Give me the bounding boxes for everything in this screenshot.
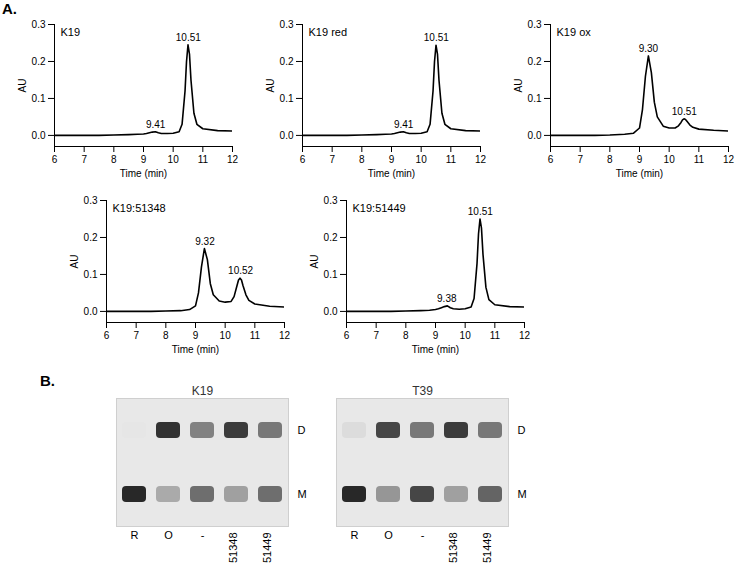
svg-text:0.1: 0.1 xyxy=(280,93,294,104)
svg-text:0.1: 0.1 xyxy=(32,93,46,104)
svg-text:K19: K19 xyxy=(192,384,214,398)
svg-text:9: 9 xyxy=(193,330,199,341)
svg-text:0.1: 0.1 xyxy=(324,269,338,280)
svg-text:7: 7 xyxy=(577,154,583,165)
svg-text:10: 10 xyxy=(664,154,676,165)
svg-text:12: 12 xyxy=(475,154,487,165)
svg-text:0.3: 0.3 xyxy=(84,195,98,206)
svg-text:51449: 51449 xyxy=(481,533,493,564)
svg-text:Time (min): Time (min) xyxy=(616,168,663,179)
svg-text:0.0: 0.0 xyxy=(32,130,46,141)
svg-text:0.1: 0.1 xyxy=(528,93,542,104)
svg-text:AU: AU xyxy=(69,255,80,269)
svg-text:M: M xyxy=(298,488,307,500)
svg-text:9: 9 xyxy=(433,330,439,341)
svg-text:9: 9 xyxy=(389,154,395,165)
svg-text:K19:51449: K19:51449 xyxy=(353,202,406,214)
svg-text:6: 6 xyxy=(300,154,306,165)
svg-text:K19 ox: K19 ox xyxy=(557,26,592,38)
svg-text:6: 6 xyxy=(52,154,58,165)
svg-text:51449: 51449 xyxy=(261,533,273,564)
svg-text:T39: T39 xyxy=(412,384,433,398)
svg-text:0.1: 0.1 xyxy=(84,269,98,280)
svg-text:0.3: 0.3 xyxy=(528,19,542,30)
svg-text:10: 10 xyxy=(416,154,428,165)
svg-text:M: M xyxy=(518,488,527,500)
html-text:B.: B. xyxy=(40,372,55,389)
svg-text:K19: K19 xyxy=(61,26,81,38)
svg-text:AU: AU xyxy=(309,255,320,269)
svg-text:0.3: 0.3 xyxy=(324,195,338,206)
svg-text:12: 12 xyxy=(279,330,291,341)
svg-text:0.2: 0.2 xyxy=(32,56,46,67)
svg-text:0.2: 0.2 xyxy=(280,56,294,67)
svg-text:8: 8 xyxy=(163,330,169,341)
svg-text:6: 6 xyxy=(344,330,350,341)
svg-text:10.51: 10.51 xyxy=(176,32,201,43)
svg-text:-: - xyxy=(201,529,205,541)
svg-text:R: R xyxy=(131,529,139,541)
svg-text:10.51: 10.51 xyxy=(468,206,493,217)
svg-text:O: O xyxy=(384,529,393,541)
svg-text:11: 11 xyxy=(490,330,501,341)
svg-text:0.2: 0.2 xyxy=(528,56,542,67)
svg-text:D: D xyxy=(518,424,526,436)
svg-text:Time (min): Time (min) xyxy=(120,168,167,179)
svg-text:AU: AU xyxy=(513,79,524,93)
svg-text:6: 6 xyxy=(548,154,554,165)
svg-text:Time (min): Time (min) xyxy=(412,344,459,355)
svg-text:8: 8 xyxy=(111,154,117,165)
svg-text:10.51: 10.51 xyxy=(672,106,697,117)
svg-text:0.3: 0.3 xyxy=(32,19,46,30)
svg-text:8: 8 xyxy=(607,154,613,165)
svg-text:12: 12 xyxy=(227,154,239,165)
svg-text:0.3: 0.3 xyxy=(280,19,294,30)
svg-text:9: 9 xyxy=(637,154,643,165)
svg-text:51348: 51348 xyxy=(227,533,239,564)
svg-text:9.32: 9.32 xyxy=(195,236,215,247)
svg-text:9.41: 9.41 xyxy=(394,119,414,130)
svg-text:Time (min): Time (min) xyxy=(172,344,219,355)
svg-text:7: 7 xyxy=(81,154,87,165)
svg-text:11: 11 xyxy=(250,330,261,341)
svg-text:K19:51348: K19:51348 xyxy=(113,202,166,214)
svg-text:0.0: 0.0 xyxy=(280,130,294,141)
svg-text:10: 10 xyxy=(220,330,232,341)
svg-text:9.41: 9.41 xyxy=(146,119,166,130)
svg-text:11: 11 xyxy=(198,154,209,165)
svg-text:9: 9 xyxy=(141,154,147,165)
svg-text:11: 11 xyxy=(694,154,705,165)
svg-text:O: O xyxy=(164,529,173,541)
svg-text:12: 12 xyxy=(723,154,735,165)
svg-text:Time (min): Time (min) xyxy=(368,168,415,179)
svg-text:0.2: 0.2 xyxy=(84,232,98,243)
svg-text:7: 7 xyxy=(329,154,335,165)
svg-text:9.30: 9.30 xyxy=(639,43,659,54)
svg-text:10: 10 xyxy=(460,330,472,341)
svg-text:12: 12 xyxy=(519,330,531,341)
html-text:A.: A. xyxy=(2,0,17,17)
svg-text:0.0: 0.0 xyxy=(324,306,338,317)
svg-text:0.0: 0.0 xyxy=(528,130,542,141)
svg-text:11: 11 xyxy=(446,154,457,165)
svg-text:8: 8 xyxy=(403,330,409,341)
svg-text:8: 8 xyxy=(359,154,365,165)
svg-text:AU: AU xyxy=(265,79,276,93)
svg-text:9.38: 9.38 xyxy=(437,293,457,304)
svg-text:R: R xyxy=(351,529,359,541)
svg-text:0.2: 0.2 xyxy=(324,232,338,243)
svg-text:7: 7 xyxy=(133,330,139,341)
svg-text:K19 red: K19 red xyxy=(309,26,348,38)
svg-text:10.52: 10.52 xyxy=(228,265,253,276)
svg-text:51348: 51348 xyxy=(447,533,459,564)
svg-text:10.51: 10.51 xyxy=(424,32,449,43)
svg-text:10: 10 xyxy=(168,154,180,165)
svg-text:AU: AU xyxy=(17,79,28,93)
svg-text:-: - xyxy=(421,529,425,541)
svg-text:D: D xyxy=(298,424,306,436)
svg-text:6: 6 xyxy=(104,330,110,341)
svg-text:7: 7 xyxy=(373,330,379,341)
svg-text:0.0: 0.0 xyxy=(84,306,98,317)
